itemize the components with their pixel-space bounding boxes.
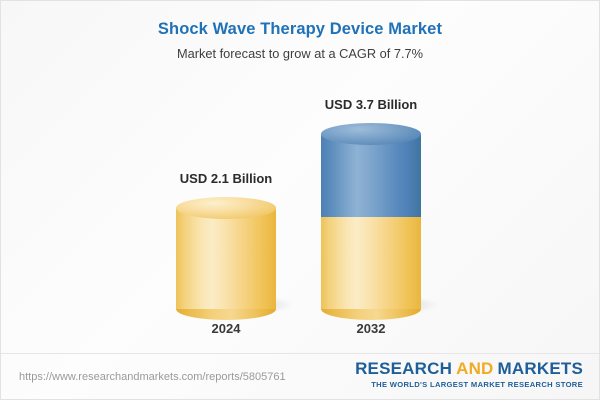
logo-word-research: RESEARCH bbox=[355, 359, 453, 378]
logo-tagline: THE WORLD'S LARGEST MARKET RESEARCH STOR… bbox=[371, 380, 583, 389]
research-and-markets-logo[interactable]: RESEARCH AND MARKETS THE WORLD'S LARGEST M… bbox=[355, 359, 583, 390]
chart-subtitle: Market forecast to grow at a CAGR of 7.7… bbox=[176, 46, 424, 61]
footer-divider bbox=[1, 353, 599, 354]
source-url[interactable]: https://www.researchandmarkets.com/repor… bbox=[19, 371, 286, 383]
bar-value-label-2024: USD 2.1 Billion bbox=[179, 171, 273, 186]
logo-wordmark: RESEARCH AND MARKETS bbox=[355, 359, 583, 378]
category-label-2024: 2024 bbox=[211, 321, 241, 336]
cylinder-top-cap-2032 bbox=[321, 123, 421, 145]
logo-word-and: AND bbox=[456, 359, 494, 378]
cylinder-body-2024 bbox=[176, 208, 276, 309]
cylinder-top-cap-2024 bbox=[176, 197, 276, 219]
bar-cylinder-base-2032[interactable] bbox=[321, 206, 421, 320]
chart-header: Shock Wave Therapy Device Market Market … bbox=[1, 19, 599, 62]
cylinder-body-base-2032 bbox=[321, 206, 421, 309]
bar-value-label-2032: USD 3.7 Billion bbox=[324, 97, 418, 112]
category-label-2032: 2032 bbox=[356, 321, 386, 336]
logo-word-markets: MARKETS bbox=[497, 359, 583, 378]
cylinder-body-growth-2032 bbox=[321, 134, 421, 217]
chart-title: Shock Wave Therapy Device Market bbox=[157, 20, 443, 38]
bar-cylinder-growth-2032[interactable] bbox=[321, 123, 421, 217]
bar-cylinder-2024[interactable] bbox=[176, 197, 276, 320]
